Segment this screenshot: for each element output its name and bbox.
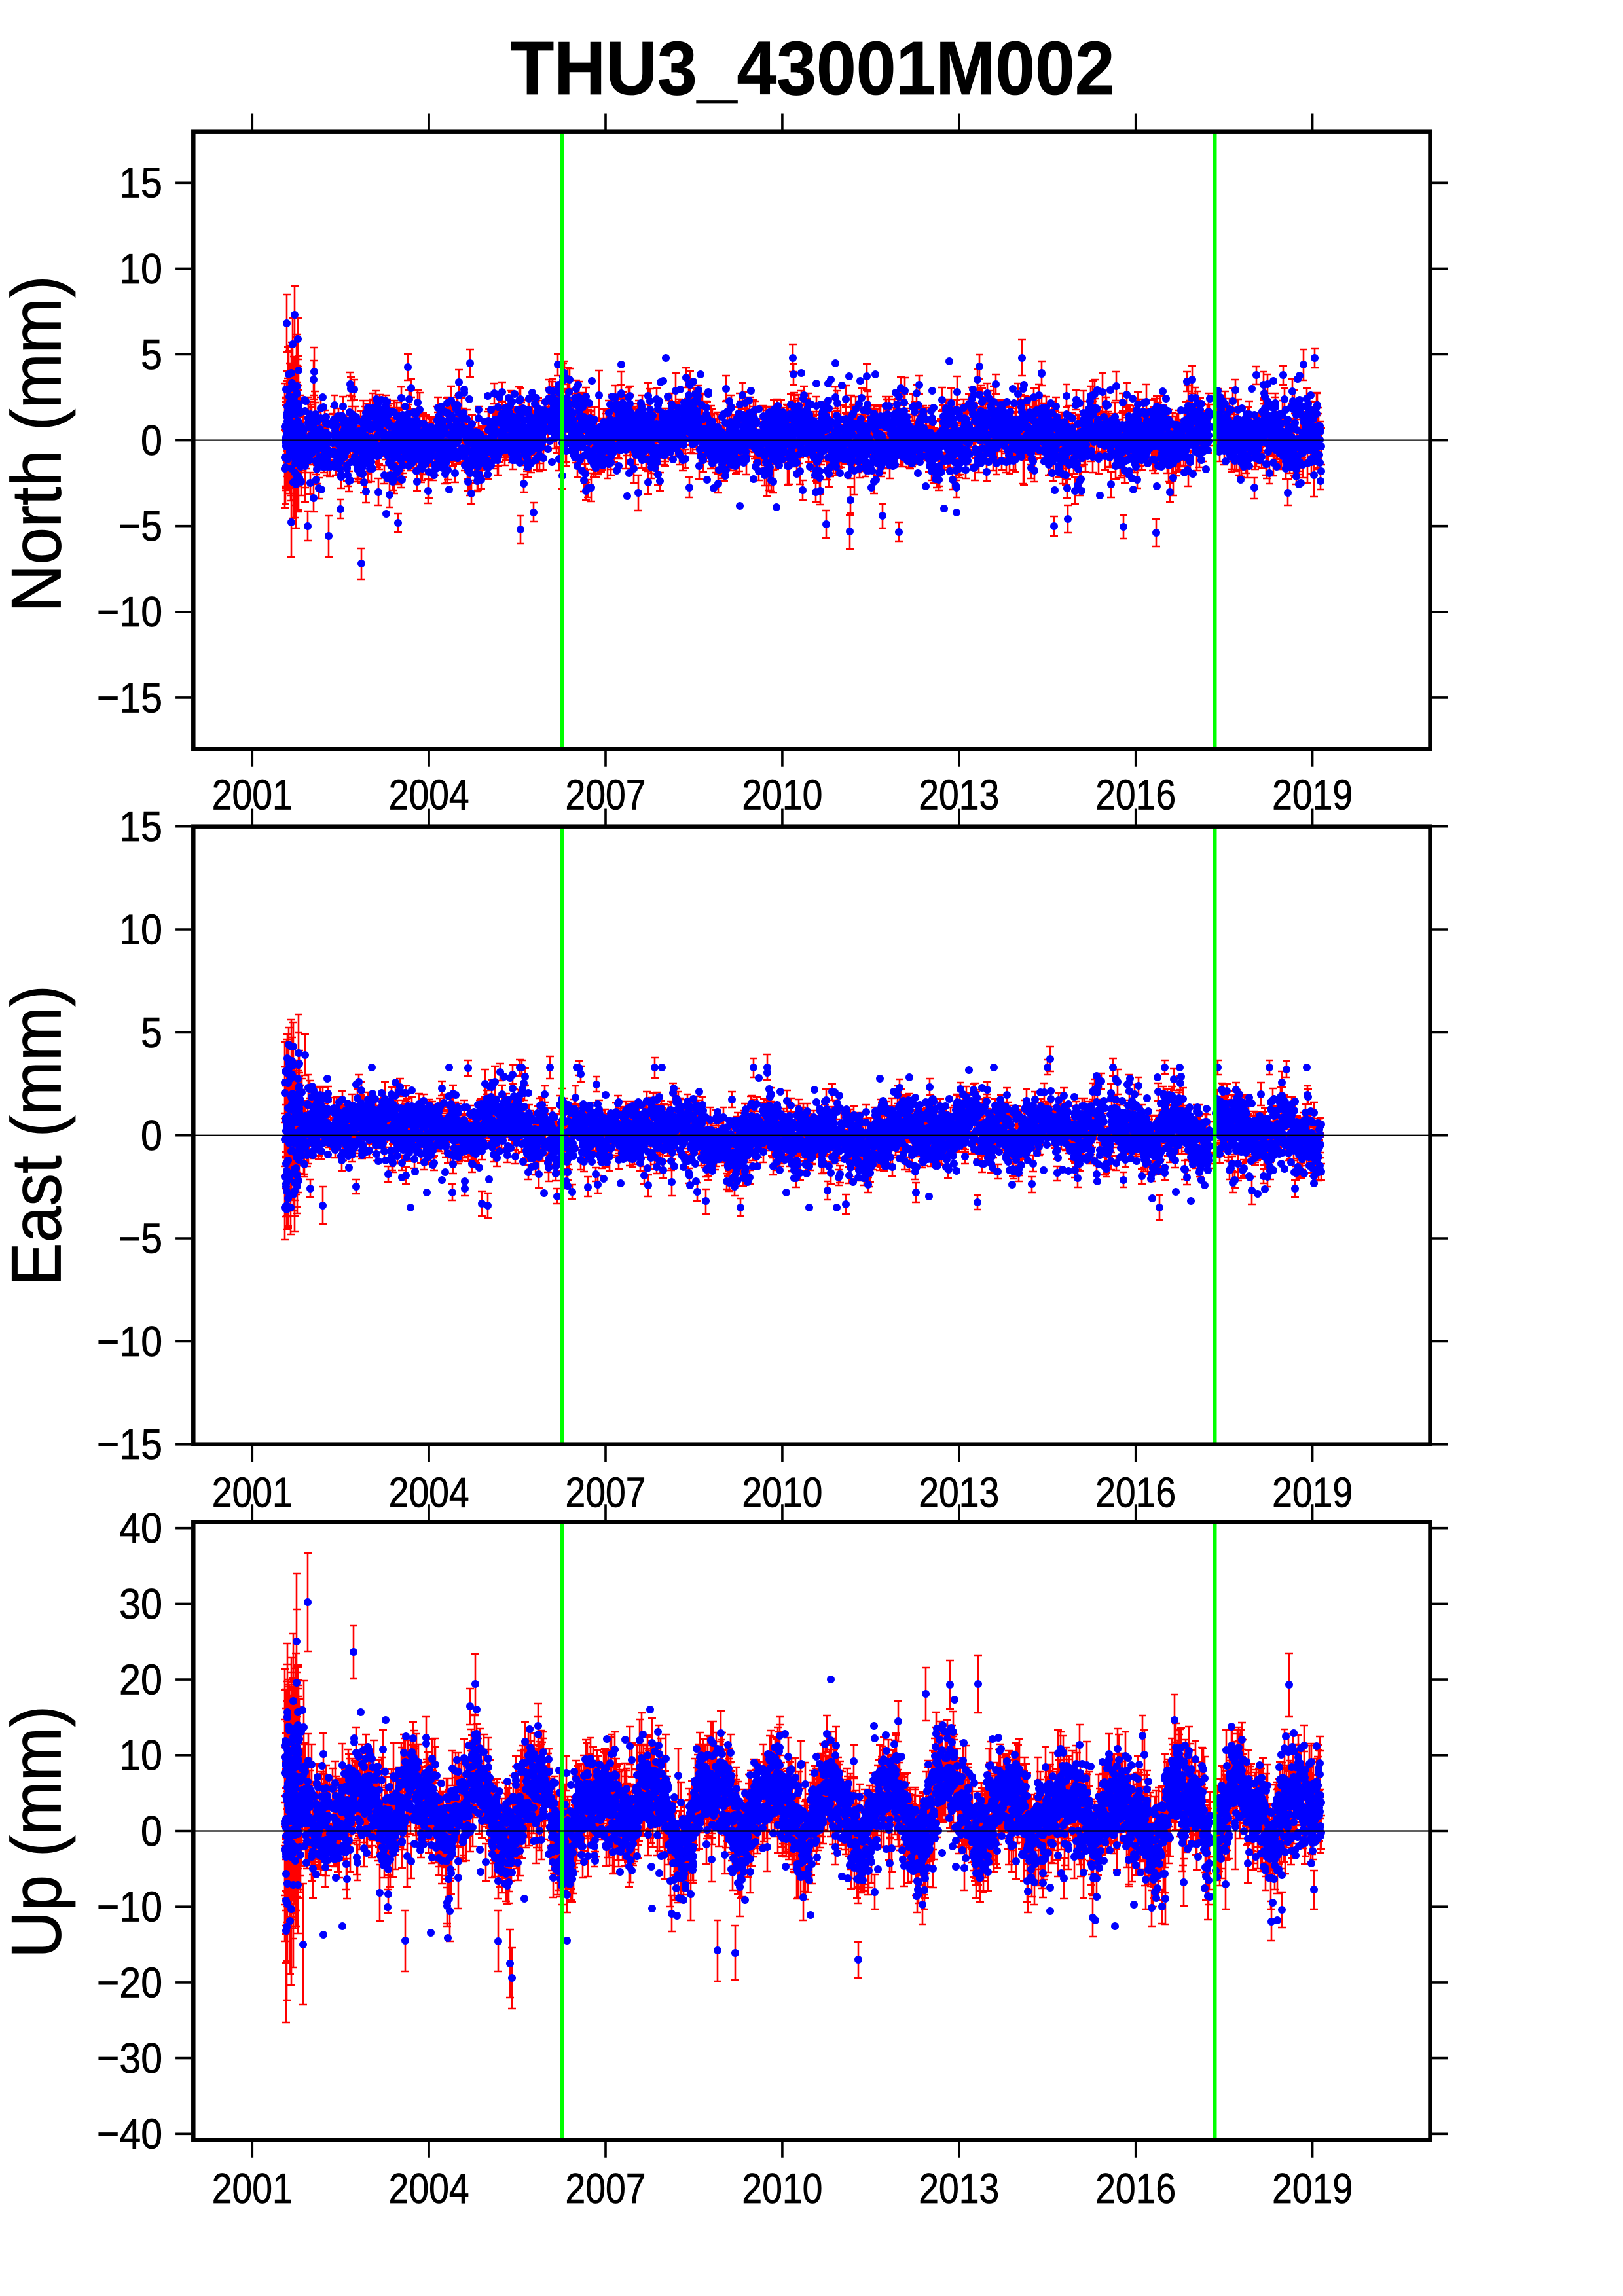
svg-text:2007: 2007 (566, 1468, 646, 1516)
svg-text:15: 15 (119, 802, 162, 850)
svg-text:−20: −20 (97, 1958, 162, 2006)
svg-text:East (mm): East (mm) (0, 985, 76, 1286)
svg-text:−15: −15 (97, 1420, 162, 1468)
svg-text:2019: 2019 (1272, 1468, 1353, 1516)
svg-text:40: 40 (119, 1504, 162, 1552)
svg-text:5: 5 (141, 331, 162, 378)
svg-text:30: 30 (119, 1580, 162, 1628)
svg-text:2013: 2013 (919, 1468, 999, 1516)
svg-text:−5: −5 (119, 1215, 162, 1263)
svg-text:−40: −40 (97, 2110, 162, 2158)
svg-text:5: 5 (141, 1009, 162, 1056)
svg-text:North (mm): North (mm) (0, 276, 76, 613)
svg-text:−30: −30 (97, 2034, 162, 2082)
svg-text:2001: 2001 (212, 771, 293, 819)
svg-text:2010: 2010 (742, 771, 822, 819)
svg-text:−15: −15 (97, 673, 162, 721)
svg-text:2007: 2007 (566, 2164, 646, 2212)
svg-text:−10: −10 (97, 1883, 162, 1931)
svg-text:2019: 2019 (1272, 771, 1353, 819)
svg-text:2004: 2004 (389, 1468, 469, 1516)
svg-text:−5: −5 (119, 502, 162, 550)
svg-text:2010: 2010 (742, 1468, 822, 1516)
svg-text:10: 10 (119, 245, 162, 293)
svg-text:0: 0 (141, 1807, 162, 1855)
svg-text:20: 20 (119, 1656, 162, 1704)
svg-text:2013: 2013 (919, 771, 999, 819)
svg-text:2004: 2004 (389, 771, 469, 819)
svg-text:2019: 2019 (1272, 2164, 1353, 2212)
svg-text:Up (mm): Up (mm) (0, 1706, 76, 1958)
svg-text:2013: 2013 (919, 2164, 999, 2212)
svg-text:2016: 2016 (1095, 1468, 1176, 1516)
svg-text:15: 15 (119, 159, 162, 207)
svg-text:10: 10 (119, 905, 162, 953)
svg-text:2001: 2001 (212, 1468, 293, 1516)
svg-text:−10: −10 (97, 1318, 162, 1365)
svg-text:10: 10 (119, 1731, 162, 1779)
svg-text:0: 0 (141, 416, 162, 464)
svg-text:THU3_43001M002: THU3_43001M002 (511, 26, 1115, 111)
svg-text:2016: 2016 (1095, 2164, 1176, 2212)
svg-text:2016: 2016 (1095, 771, 1176, 819)
svg-text:0: 0 (141, 1111, 162, 1159)
svg-text:2004: 2004 (389, 2164, 469, 2212)
svg-text:2010: 2010 (742, 2164, 822, 2212)
svg-text:2007: 2007 (566, 771, 646, 819)
svg-text:2001: 2001 (212, 2164, 293, 2212)
svg-text:−10: −10 (97, 588, 162, 636)
